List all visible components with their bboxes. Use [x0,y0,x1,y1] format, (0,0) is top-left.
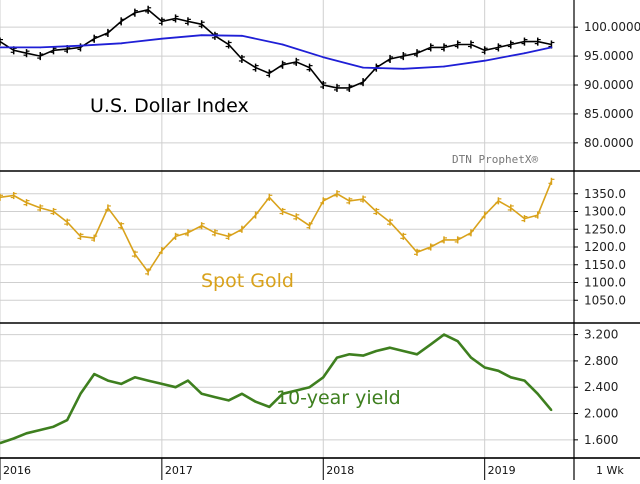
series-point [120,42,123,45]
series-point [402,67,405,70]
y-tick-label: 1200.0 [584,240,626,254]
series-point [12,437,15,440]
series-point [39,429,42,431]
series-point [402,350,405,352]
series-point [240,34,243,37]
series-point [0,442,1,445]
series-point [336,356,338,359]
series-point [240,392,243,395]
series-point [523,379,526,382]
series-point [25,432,28,435]
series-point [107,379,109,382]
y-tick-label: 1100.0 [584,276,626,290]
y-tick-label: 100.0000 [584,20,640,34]
series-point [281,392,284,395]
series-point [443,65,445,68]
series-point [429,343,432,346]
series-point [362,354,364,357]
series-point [187,379,189,382]
x-tick-label: 2019 [488,464,516,477]
series-point [456,340,459,343]
series-point [227,399,230,402]
yield-line [0,333,553,445]
series-point [79,392,82,395]
series-point [174,386,177,389]
y-tick-label: 1.600 [584,433,618,447]
dollar-panel-label: U.S. Dollar Index [90,95,249,117]
series-layer [0,5,555,445]
series-point [254,400,257,403]
y-tick-label: 85.0000 [584,107,634,121]
series-point [523,52,526,55]
series-point [509,376,512,379]
series-point [483,59,486,62]
series-point [322,56,325,59]
label-layer: U.S. Dollar Index DTN ProphetX® Spot Gol… [90,95,624,477]
interval-label: 1 Wk [596,464,624,477]
series-point [147,379,150,382]
series-point [200,392,203,395]
price-path [0,180,553,274]
gold-panel-label: Spot Gold [201,270,294,292]
y-tick-label: 80.0000 [584,136,634,150]
y-tick-label: 2.400 [584,380,618,394]
y-tick-label: 1300.0 [584,205,626,219]
y-tick-label: 90.0000 [584,78,634,92]
y-tick-label: 1150.0 [584,258,626,272]
series-point [536,392,539,395]
series-point [348,353,351,356]
series-point [268,406,271,408]
x-tick-label: 2016 [3,464,31,477]
x-tick-label: 2017 [165,464,193,477]
y-tick-label: 1050.0 [584,293,626,307]
series-point [497,369,500,372]
series-point [416,353,418,356]
y-tick-label: 95.0000 [584,49,634,63]
series-point [214,396,216,398]
series-point [322,376,325,379]
watermark-label: DTN ProphetX® [452,153,538,166]
series-point [200,34,203,37]
y-tick-label: 3.200 [584,328,618,342]
series-point [66,419,69,422]
series-point [281,43,284,46]
series-point [389,346,391,349]
series-point [308,386,311,389]
series-point [160,37,163,40]
tick-layer: 2016 2017 2018 2019 100.0000 95.0000 90.0000 85… [0,20,640,480]
series-point [0,46,1,49]
series-point [39,46,42,49]
series-point [120,383,123,385]
y-tick-label: 1350.0 [584,187,626,201]
y-tick-label: 1250.0 [584,222,626,236]
y-tick-label: 2.800 [584,354,618,368]
grid-layer [0,0,574,458]
y-tick-label: 2.000 [584,407,618,421]
series-point [52,425,55,428]
series-point [375,350,378,352]
series-point [443,333,445,336]
series-point [550,409,553,412]
series-point [79,44,82,47]
series-point [362,66,364,69]
series-point [160,383,163,385]
series-point [470,356,472,359]
series-point [93,373,96,375]
series-point [133,376,136,379]
series-point [550,46,553,49]
series-point [483,366,486,369]
series-point [295,389,298,392]
yield-panel-label: 10-year yield [276,387,401,409]
x-tick-label: 2018 [326,464,354,477]
